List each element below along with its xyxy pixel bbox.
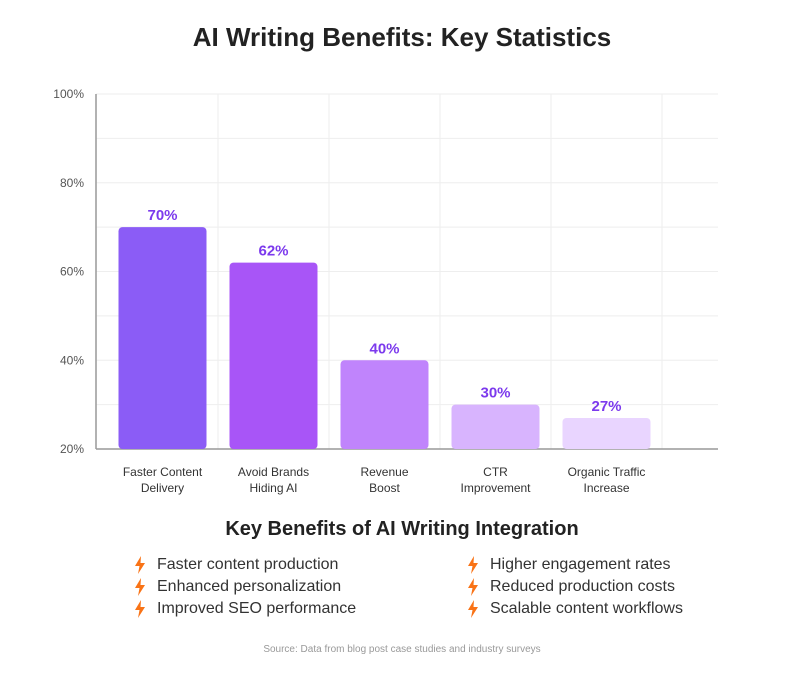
y-tick-label: 40% (60, 353, 84, 367)
x-tick-label: Hiding AI (249, 481, 297, 495)
benefits-title: Key Benefits of AI Writing Integration (225, 518, 579, 540)
bar (229, 262, 318, 449)
x-tick-label: Avoid Brands (238, 465, 309, 479)
benefit-text: Improved SEO performance (157, 600, 357, 617)
lightning-bolt-icon (135, 600, 145, 618)
y-tick-label: 60% (60, 265, 84, 279)
bar-value-label: 30% (480, 385, 510, 402)
benefit-text: Higher engagement rates (490, 556, 671, 573)
chart-title: AI Writing Benefits: Key Statistics (192, 22, 612, 52)
bar-value-label: 40% (369, 340, 399, 357)
benefit-text: Faster content production (157, 556, 339, 573)
bar (340, 360, 429, 449)
benefit-item: Reduced production costs (467, 576, 675, 598)
benefit-item: Faster content production (134, 554, 338, 576)
lightning-bolt-icon (135, 556, 145, 574)
benefit-text: Enhanced personalization (157, 578, 342, 595)
x-tick-label: Revenue (360, 465, 408, 479)
bar-value-label: 70% (147, 207, 177, 224)
y-tick-label: 100% (53, 87, 84, 101)
bar (451, 404, 540, 449)
bar-value-label: 27% (591, 398, 621, 415)
x-tick-label: Delivery (141, 481, 184, 495)
bar (118, 227, 207, 449)
y-tick-label: 80% (60, 176, 84, 190)
bar-value-label: 62% (258, 243, 288, 260)
x-tick-label: CTR (483, 465, 508, 479)
lightning-bolt-icon (135, 578, 145, 596)
lightning-bolt-icon (468, 600, 478, 618)
lightning-bolt-icon (468, 556, 478, 574)
benefit-item: Higher engagement rates (467, 554, 671, 576)
bar (562, 417, 651, 449)
labels: 20% 40% 60% 80% 100% 70% Faster Content Deliver… (53, 87, 645, 495)
benefit-item: Enhanced personalization (134, 576, 341, 598)
source-note: Source: Data from blog post case studies… (263, 644, 541, 655)
bars (118, 227, 651, 449)
benefit-text: Scalable content workflows (490, 600, 683, 617)
y-tick-label: 20% (60, 442, 84, 456)
benefit-text: Reduced production costs (490, 578, 675, 595)
x-tick-label: Improvement (460, 481, 531, 495)
x-tick-label: Organic Traffic (568, 465, 646, 479)
bar-chart: 20% 40% 60% 80% 100% 70% Faster Content Deliver… (53, 87, 718, 495)
lightning-bolt-icon (468, 578, 478, 596)
x-tick-label: Boost (369, 481, 400, 495)
benefit-item: Scalable content workflows (467, 598, 683, 620)
x-tick-label: Increase (583, 481, 629, 495)
x-tick-label: Faster Content (123, 465, 203, 479)
benefit-item: Improved SEO performance (134, 598, 356, 620)
